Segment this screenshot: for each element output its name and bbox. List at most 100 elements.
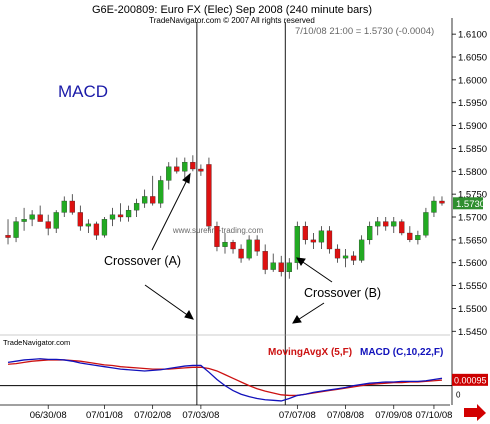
x-tick-label: 07/09/08 xyxy=(375,410,412,421)
price-tick-label: 1.5950 xyxy=(458,98,487,109)
x-tick-label: 07/03/08 xyxy=(182,410,219,421)
price-tick-label: 1.5550 xyxy=(458,281,487,292)
arrowhead-a-down xyxy=(184,310,194,320)
x-tick-label: 06/30/08 xyxy=(30,410,67,421)
candle-body xyxy=(45,221,51,229)
candle-body xyxy=(77,212,83,227)
candle-body xyxy=(53,212,59,229)
candle-body xyxy=(286,262,292,273)
candle-body xyxy=(13,221,19,238)
candle-body xyxy=(101,219,108,236)
arrow-a-up xyxy=(151,173,191,251)
candle-body xyxy=(133,203,140,211)
candle-body xyxy=(150,196,156,204)
candle-body xyxy=(61,200,67,213)
annotation-arrows xyxy=(144,172,333,324)
candle-body xyxy=(117,214,124,218)
price-tick-label: 1.5600 xyxy=(458,258,487,269)
candle-body xyxy=(5,235,11,238)
candle-body xyxy=(278,262,284,273)
candle-body xyxy=(302,225,309,241)
crossover-markers xyxy=(196,22,286,405)
chart-title: G6E-200809: Euro FX (Elec) Sep 2008 (240… xyxy=(92,4,372,16)
arrowhead-b-down xyxy=(292,315,302,324)
candle-body xyxy=(439,200,445,204)
candle-body xyxy=(109,214,116,220)
annotation-crossover-b: Crossover (B) xyxy=(304,286,381,300)
price-tick-label: 1.5500 xyxy=(458,304,487,315)
last-price-label: 1.5730 xyxy=(456,199,485,210)
candle-body xyxy=(190,161,196,170)
candle-body xyxy=(334,248,341,259)
arrowhead-a-up xyxy=(182,172,191,184)
price-tick-label: 1.6100 xyxy=(458,30,487,41)
candle-body xyxy=(206,164,212,227)
candle-body xyxy=(93,223,100,236)
candle-body xyxy=(125,209,132,218)
arrow-a-down xyxy=(144,284,194,320)
candle-body xyxy=(318,230,325,243)
candle-body xyxy=(254,239,260,252)
candle-body xyxy=(342,255,349,259)
candle-body xyxy=(383,221,389,227)
last-price-box xyxy=(453,197,483,210)
candle-body xyxy=(158,180,164,204)
price-tick-label: 1.5900 xyxy=(458,121,487,132)
candle-body xyxy=(85,223,92,227)
candle-body xyxy=(310,239,317,243)
candle-body xyxy=(399,221,405,234)
signal-line-series xyxy=(7,359,443,397)
lower-panel-source: TradeNavigator.com xyxy=(3,338,70,347)
candle-body xyxy=(367,225,373,241)
legend-macd: MACD (C,10,22,F) xyxy=(360,347,443,358)
x-tick-label: 07/02/08 xyxy=(134,410,171,421)
candle-body xyxy=(326,230,333,250)
candle-body xyxy=(415,235,421,241)
macd-value-label: 0.00095 xyxy=(454,375,487,385)
candle-body xyxy=(407,232,413,241)
macd-zero-label: 0 xyxy=(456,391,461,400)
price-tick-label: 1.5650 xyxy=(458,235,487,246)
price-tick-label: 1.6000 xyxy=(458,75,487,86)
arrowhead-b-up xyxy=(296,257,306,266)
x-tick-label: 07/10/08 xyxy=(415,410,452,421)
candle-body xyxy=(375,221,381,227)
candle-body xyxy=(37,214,43,222)
price-axis: 1.6100 1.6050 1.6000 1.5950 1.5900 1.5850 1.58… xyxy=(451,18,487,405)
price-tick-label: 1.6050 xyxy=(458,53,487,64)
candle-body xyxy=(262,251,268,270)
macd-panel: 0 0.00095 xyxy=(0,358,488,402)
price-tick-label: 1.5750 xyxy=(458,190,487,201)
candle-body xyxy=(174,166,180,172)
price-tick-label: 1.5450 xyxy=(458,327,487,338)
candle-body xyxy=(294,225,300,263)
candle-body xyxy=(246,239,252,259)
candle-body xyxy=(391,221,397,227)
candle-body xyxy=(350,255,357,261)
macd-value-box xyxy=(452,373,488,386)
legend-signal: MovingAvgX (5,F) xyxy=(268,347,352,358)
copyright-text: TradeNavigator.com © 2007 All rights res… xyxy=(149,16,315,25)
candle-body xyxy=(21,219,27,222)
candle-body xyxy=(270,262,276,270)
candle-body xyxy=(182,161,188,172)
x-tick-label: 07/07/08 xyxy=(279,410,316,421)
candle-body xyxy=(230,241,236,250)
candle-body xyxy=(166,166,172,181)
price-readout: 7/10/08 21:00 = 1.5730 (-0.0004) xyxy=(295,26,434,37)
x-tick-label: 07/08/08 xyxy=(327,410,364,421)
price-tick-label: 1.5700 xyxy=(458,213,487,224)
candle-body xyxy=(214,225,220,247)
candle-body xyxy=(358,239,365,261)
candlestick-series xyxy=(5,155,445,279)
price-tick-label: 1.5800 xyxy=(458,167,487,178)
candle-body xyxy=(29,214,35,220)
scroll-right-arrow-icon[interactable] xyxy=(464,404,486,421)
x-axis: 06/30/08 07/01/08 07/02/08 07/03/08 07/07/08… xyxy=(30,405,452,421)
candle-body xyxy=(423,212,429,236)
candle-body xyxy=(238,248,244,259)
candle-body xyxy=(431,200,437,213)
panel-label-macd: MACD xyxy=(58,82,108,101)
